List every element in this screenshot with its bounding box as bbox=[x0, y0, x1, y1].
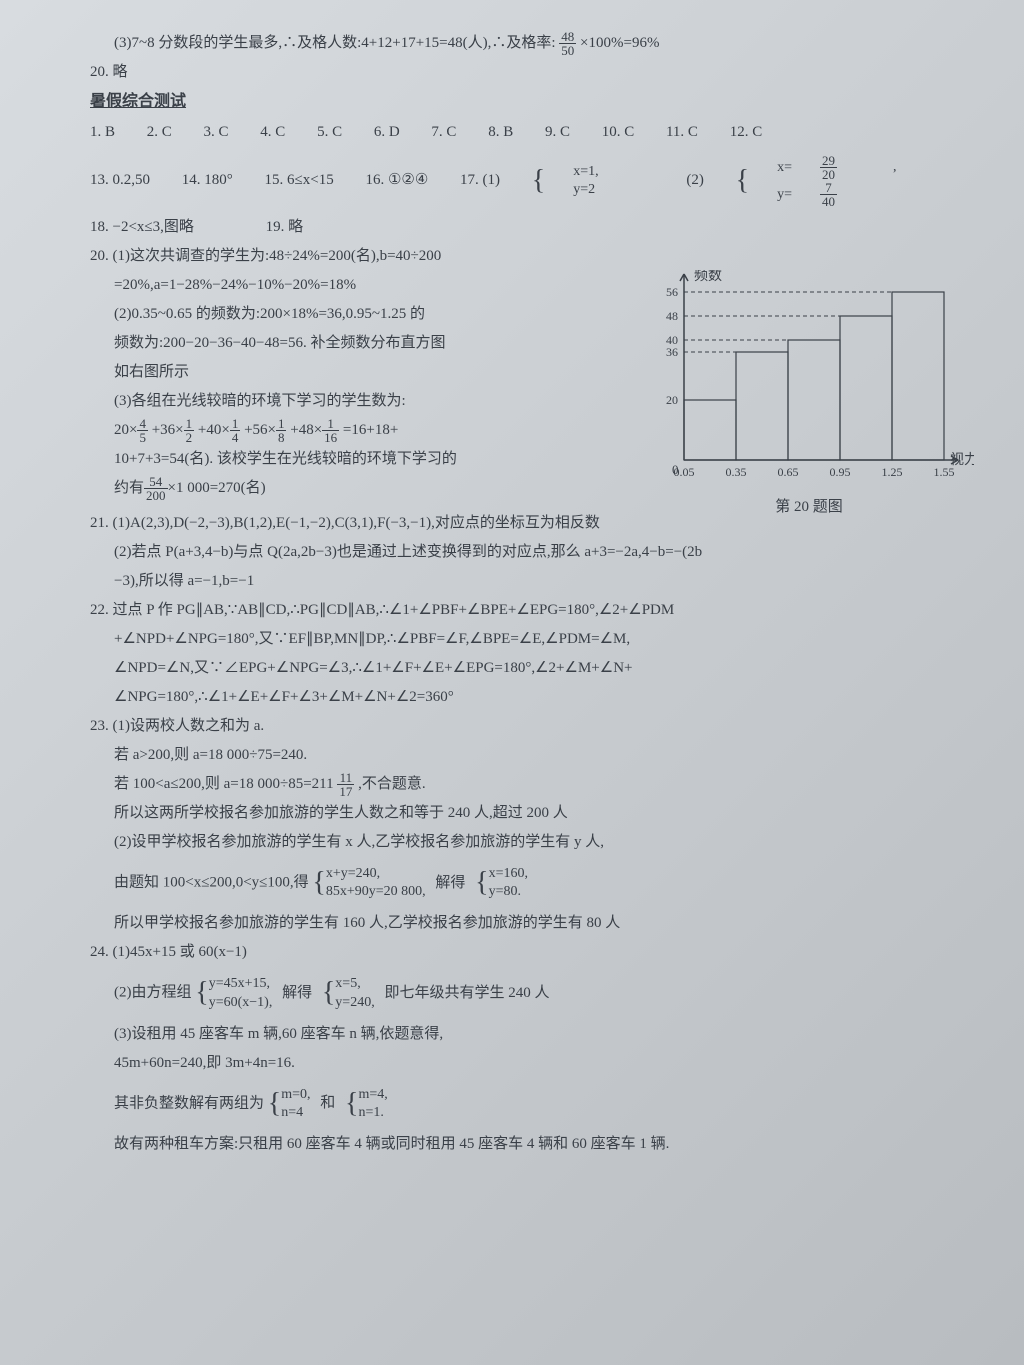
q24-line: 其非负整数解有两组为 {m=0,n=4 和 {m=4,n=1. bbox=[90, 1079, 974, 1129]
svg-text:20: 20 bbox=[666, 393, 678, 407]
answer-17-lead: 17. (1) bbox=[460, 172, 500, 188]
q24-line: (3)设租用 45 座客车 m 辆,60 座客车 n 辆,依题意得, bbox=[90, 1021, 974, 1048]
answer: 9. C bbox=[545, 124, 570, 140]
svg-text:36: 36 bbox=[666, 345, 678, 359]
answer: 3. C bbox=[204, 124, 229, 140]
answer-17-mid: (2) bbox=[686, 172, 704, 188]
answer: 11. C bbox=[666, 124, 698, 140]
q20-line: 约有54200×1 000=270(名) bbox=[90, 475, 630, 502]
q23-line: 由题知 100<x≤200,0<y≤100,得 {x+y=240,85x+90y… bbox=[90, 858, 974, 908]
answer: 5. C bbox=[317, 124, 342, 140]
svg-text:0.05: 0.05 bbox=[674, 465, 695, 479]
q24-line: 45m+60n=240,即 3m+4n=16. bbox=[90, 1050, 974, 1077]
q21-line: (2)若点 P(a+3,4−b)与点 Q(2a,2b−3)也是通过上述变换得到的… bbox=[90, 539, 974, 566]
mc-answers-row1: 1. B 2. C 3. C 4. C 5. C 6. D 7. C 8. B … bbox=[90, 119, 974, 146]
q20-line: 10+7+3=54(名). 该校学生在光线较暗的环境下学习的 bbox=[90, 446, 630, 473]
q21-line: −3),所以得 a=−1,b=−1 bbox=[90, 568, 974, 595]
answer: 12. C bbox=[730, 124, 763, 140]
answer: 19. 略 bbox=[266, 219, 304, 235]
q22-line: ∠NPD=∠N,又∵∠EPG+∠NPG=∠3,∴∠1+∠F+∠E+∠EPG=18… bbox=[90, 655, 974, 682]
q24-line: 24. (1)45x+15 或 60(x−1) bbox=[90, 939, 974, 966]
eq-system-17-2: { x=2920, y=740 bbox=[736, 154, 925, 208]
answer: 14. 180° bbox=[182, 172, 233, 188]
q20-omit: 20. 略 bbox=[90, 59, 974, 86]
prev-page-continuation: (3)7~8 分数段的学生最多,∴及格人数:4+12+17+15=48(人),∴… bbox=[90, 30, 974, 57]
answer: 13. 0.2,50 bbox=[90, 172, 150, 188]
q20-line: =20%,a=1−28%−24%−10%−20%=18% bbox=[90, 272, 630, 299]
svg-text:48: 48 bbox=[666, 309, 678, 323]
answer: 6. D bbox=[374, 124, 400, 140]
svg-text:0.65: 0.65 bbox=[778, 465, 799, 479]
answer: 18. −2<x≤3,图略 bbox=[90, 219, 194, 235]
q20-line: 20. (1)这次共调查的学生为:48÷24%=200(名),b=40÷200 bbox=[90, 243, 630, 270]
q23-line: 若 a>200,则 a=18 000÷75=240. bbox=[90, 742, 974, 769]
q20-line: (3)各组在光线较暗的环境下学习的学生数为: bbox=[90, 388, 630, 415]
histogram-svg: 频数视力020364048560.050.350.650.951.251.55 bbox=[644, 270, 974, 480]
answer: 10. C bbox=[602, 124, 635, 140]
q23-line: 若 100<a≤200,则 a=18 000÷85=211 1117 ,不合题意… bbox=[90, 771, 974, 798]
chart-caption: 第 20 题图 bbox=[644, 494, 974, 521]
text: ×100%=96% bbox=[580, 35, 659, 51]
answer: 4. C bbox=[260, 124, 285, 140]
fraction: 4850 bbox=[559, 30, 576, 57]
q20-line: (2)0.35~0.65 的频数为:200×18%=36,0.95~1.25 的 bbox=[90, 301, 630, 328]
q24-line: (2)由方程组 {y=45x+15,y=60(x−1), 解得 {x=5,y=2… bbox=[90, 968, 974, 1018]
q22-line: ∠NPG=180°,∴∠1+∠E+∠F+∠3+∠M+∠N+∠2=360° bbox=[90, 684, 974, 711]
section-title: 暑假综合测试 bbox=[90, 88, 974, 117]
row-18-19: 18. −2<x≤3,图略 19. 略 bbox=[90, 214, 974, 241]
histogram-chart: 频数视力020364048560.050.350.650.951.251.55 … bbox=[644, 270, 974, 515]
q20-line: 频数为:200−20−36−40−48=56. 补全频数分布直方图 bbox=[90, 330, 630, 357]
q22-line: +∠NPD+∠NPG=180°,又∵EF∥BP,MN∥DP,∴∠PBF=∠F,∠… bbox=[90, 626, 974, 653]
answer: 8. B bbox=[488, 124, 513, 140]
svg-text:56: 56 bbox=[666, 285, 678, 299]
answer: 2. C bbox=[147, 124, 172, 140]
answer: 7. C bbox=[431, 124, 456, 140]
svg-text:1.25: 1.25 bbox=[882, 465, 903, 479]
q24-line: 故有两种租车方案:只租用 60 座客车 4 辆或同时租用 45 座客车 4 辆和… bbox=[90, 1131, 974, 1158]
q23-line: 23. (1)设两校人数之和为 a. bbox=[90, 713, 974, 740]
svg-text:1.55: 1.55 bbox=[934, 465, 955, 479]
q23-line: (2)设甲学校报名参加旅游的学生有 x 人,乙学校报名参加旅游的学生有 y 人, bbox=[90, 829, 974, 856]
answer: 16. ①②④ bbox=[365, 172, 428, 188]
answer: 15. 6≤x<15 bbox=[265, 172, 334, 188]
q20-line: 如右图所示 bbox=[90, 359, 630, 386]
eq-system-17-1: { x=1,y=2 bbox=[532, 156, 655, 206]
fill-answers-row: 13. 0.2,50 14. 180° 15. 6≤x<15 16. ①②④ 1… bbox=[90, 154, 974, 208]
answer: 1. B bbox=[90, 124, 115, 140]
q23-line: 所以甲学校报名参加旅游的学生有 160 人,乙学校报名参加旅游的学生有 80 人 bbox=[90, 910, 974, 937]
text: (3)7~8 分数段的学生最多,∴及格人数:4+12+17+15=48(人),∴… bbox=[114, 35, 556, 51]
q20-calc: 20×45 +36×12 +40×14 +56×18 +48×116 =16+1… bbox=[90, 417, 630, 444]
svg-text:0.35: 0.35 bbox=[726, 465, 747, 479]
svg-text:0.95: 0.95 bbox=[830, 465, 851, 479]
q22-line: 22. 过点 P 作 PG∥AB,∵AB∥CD,∴PG∥CD∥AB,∴∠1+∠P… bbox=[90, 597, 974, 624]
q23-line: 所以这两所学校报名参加旅游的学生人数之和等于 240 人,超过 200 人 bbox=[90, 800, 974, 827]
svg-text:40: 40 bbox=[666, 333, 678, 347]
svg-text:频数: 频数 bbox=[694, 270, 722, 284]
